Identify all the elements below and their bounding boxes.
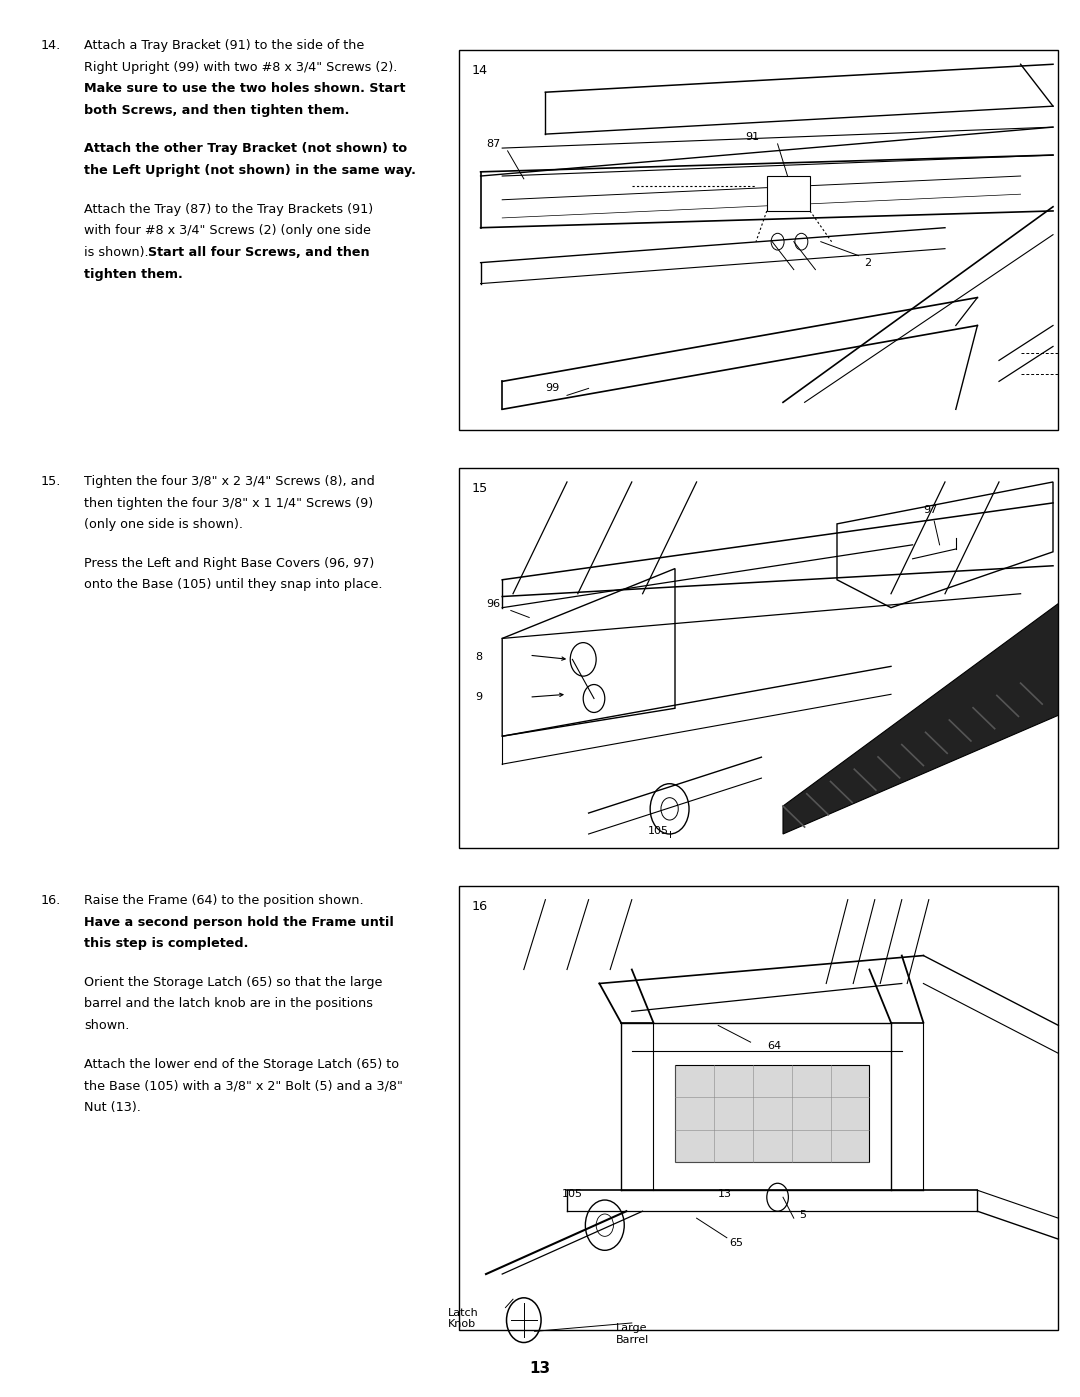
Text: 99: 99: [545, 383, 559, 394]
Text: this step is completed.: this step is completed.: [84, 937, 248, 950]
Text: then tighten the four 3/8" x 1 1/4" Screws (9): then tighten the four 3/8" x 1 1/4" Scre…: [84, 496, 374, 510]
Text: both Screws, and then tighten them.: both Screws, and then tighten them.: [84, 105, 350, 117]
Text: 13: 13: [718, 1189, 732, 1200]
Text: 65: 65: [729, 1238, 743, 1249]
Bar: [675, 1065, 869, 1162]
Text: 15.: 15.: [41, 475, 62, 488]
Text: 105: 105: [648, 826, 669, 837]
Text: 15: 15: [472, 482, 488, 495]
Text: Raise the Frame (64) to the position shown.: Raise the Frame (64) to the position sho…: [84, 894, 364, 907]
Text: 87: 87: [486, 138, 500, 149]
Text: Press the Left and Right Base Covers (96, 97): Press the Left and Right Base Covers (96…: [84, 556, 375, 570]
Text: 97: 97: [923, 504, 937, 515]
Text: the Base (105) with a 3/8" x 2" Bolt (5) and a 3/8": the Base (105) with a 3/8" x 2" Bolt (5)…: [84, 1080, 403, 1092]
Bar: [459, 468, 1058, 848]
Text: onto the Base (105) until they snap into place.: onto the Base (105) until they snap into…: [84, 578, 382, 591]
Text: Start all four Screws, and then: Start all four Screws, and then: [148, 246, 369, 258]
Polygon shape: [837, 482, 1053, 608]
Text: Make sure to use the two holes shown. Start: Make sure to use the two holes shown. St…: [84, 82, 406, 95]
Text: Have a second person hold the Frame until: Have a second person hold the Frame unti…: [84, 916, 394, 929]
Text: 91: 91: [745, 131, 759, 142]
Text: Nut (13).: Nut (13).: [84, 1101, 141, 1113]
Text: 9: 9: [475, 692, 483, 703]
Text: 16: 16: [472, 900, 488, 912]
Text: Attach the Tray (87) to the Tray Brackets (91): Attach the Tray (87) to the Tray Bracket…: [84, 203, 374, 215]
Text: 16.: 16.: [41, 894, 62, 907]
Text: barrel and the latch knob are in the positions: barrel and the latch knob are in the pos…: [84, 997, 374, 1010]
Text: (only one side is shown).: (only one side is shown).: [84, 518, 243, 531]
Text: 8: 8: [475, 651, 483, 662]
Text: Attach the other Tray Bracket (not shown) to: Attach the other Tray Bracket (not shown…: [84, 142, 407, 155]
Text: Large
Barrel: Large Barrel: [616, 1323, 649, 1344]
Bar: [459, 50, 1058, 430]
Text: 14: 14: [472, 64, 488, 77]
Text: the Left Upright (not shown) in the same way.: the Left Upright (not shown) in the same…: [84, 163, 416, 177]
Polygon shape: [783, 604, 1058, 834]
Text: Latch
Knob: Latch Knob: [448, 1308, 478, 1329]
Text: 5: 5: [799, 1210, 806, 1221]
Text: tighten them.: tighten them.: [84, 267, 183, 281]
Text: Tighten the four 3/8" x 2 3/4" Screws (8), and: Tighten the four 3/8" x 2 3/4" Screws (8…: [84, 475, 375, 488]
Text: Right Upright (99) with two #8 x 3/4" Screws (2).: Right Upright (99) with two #8 x 3/4" Sc…: [84, 60, 397, 74]
Text: 96: 96: [486, 598, 500, 609]
Text: shown.: shown.: [84, 1020, 130, 1032]
Text: 64: 64: [767, 1041, 781, 1052]
Polygon shape: [502, 569, 675, 736]
Text: 14.: 14.: [41, 39, 62, 52]
Text: 105: 105: [563, 1189, 583, 1200]
Bar: [459, 886, 1058, 1330]
Text: 2: 2: [864, 257, 872, 268]
Text: 13: 13: [529, 1361, 551, 1376]
Text: Attach a Tray Bracket (91) to the side of the: Attach a Tray Bracket (91) to the side o…: [84, 39, 364, 52]
Bar: [767, 176, 810, 211]
Text: with four #8 x 3/4" Screws (2) (only one side: with four #8 x 3/4" Screws (2) (only one…: [84, 224, 372, 237]
Text: Attach the lower end of the Storage Latch (65) to: Attach the lower end of the Storage Latc…: [84, 1058, 400, 1070]
Text: is shown).: is shown).: [84, 246, 153, 258]
Text: Orient the Storage Latch (65) so that the large: Orient the Storage Latch (65) so that th…: [84, 977, 382, 989]
